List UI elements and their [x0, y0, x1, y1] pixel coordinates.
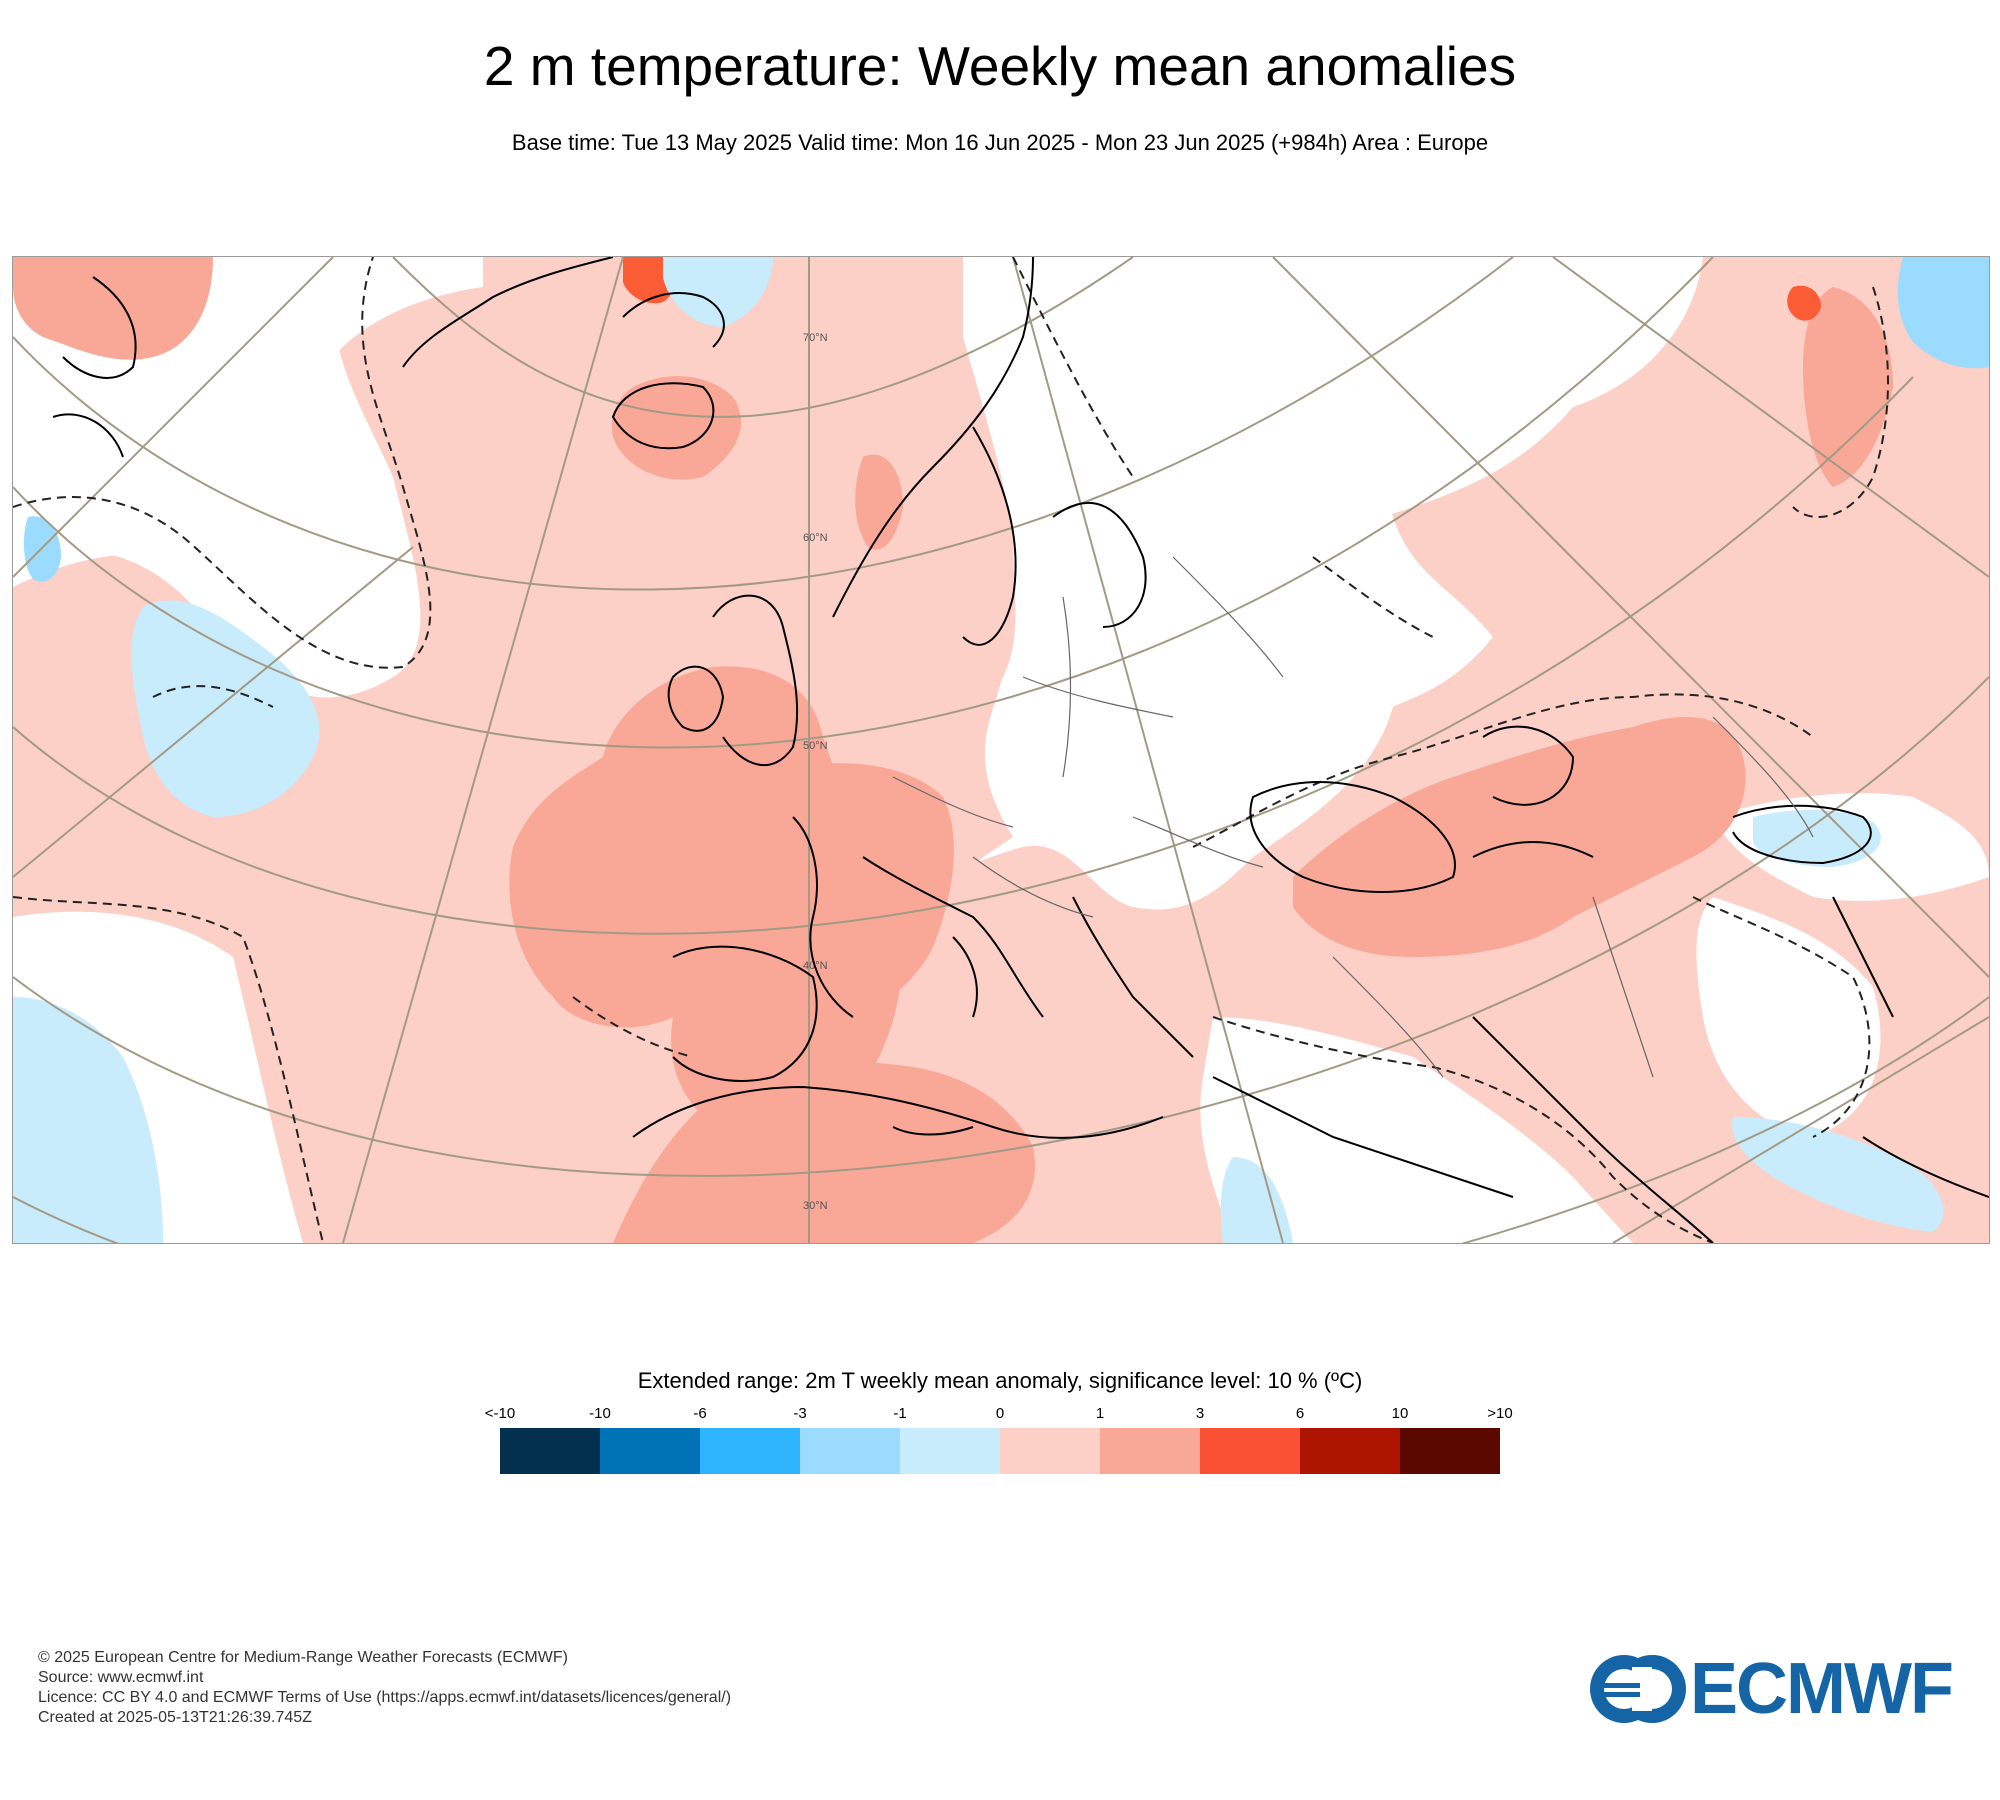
legend-tick: 6	[1295, 1405, 1305, 1422]
neutral-area-north-russia	[1303, 257, 1703, 517]
ecmwf-emblem-icon	[1590, 1655, 1688, 1723]
footer-credits: © 2025 European Centre for Medium-Range …	[38, 1648, 731, 1728]
legend-swatch	[1100, 1428, 1200, 1474]
country-borders	[892, 556, 1814, 1078]
cool-area-persian-gulf	[1732, 1117, 1944, 1232]
legend-swatch	[900, 1428, 1000, 1474]
legend-title: Extended range: 2m T weekly mean anomaly…	[637, 1368, 1363, 1393]
anomaly-map[interactable]: 70°N 60°N 50°N 40°N 30°N	[12, 256, 1990, 1244]
warm-area-greenland-west	[13, 257, 213, 360]
neutral-area-eastern-med	[1200, 1017, 1633, 1243]
legend-tick: 10	[1391, 1405, 1409, 1422]
neutral-area-north-scandinavia	[993, 257, 1244, 510]
footer-licence: Licence: CC BY 4.0 and ECMWF Terms of Us…	[38, 1689, 732, 1706]
cool-area-east-med	[1220, 1157, 1293, 1243]
legend-colorbar	[500, 1428, 1500, 1474]
graticule	[13, 257, 1989, 1243]
warm-area-iceland-uk	[611, 376, 742, 480]
legend-tick: -10	[589, 1405, 611, 1422]
warm-area-norway	[855, 454, 903, 550]
legend-ticks: <-10 -10 -6 -3 -1 0 1 3 6 10 >10	[485, 1405, 1513, 1425]
footer-source: Source: www.ecmwf.int	[38, 1669, 204, 1686]
coastlines	[52, 257, 1989, 1243]
legend-tick: -3	[793, 1405, 807, 1422]
cool-area-labrador-sea	[131, 600, 320, 817]
legend-tick: -6	[693, 1405, 707, 1422]
map-canvas: 70°N 60°N 50°N 40°N 30°N	[13, 257, 1989, 1243]
footer-copyright: © 2025 European Centre for Medium-Range …	[38, 1649, 568, 1666]
cool-area-arctic-east	[1897, 257, 1989, 369]
neutral-area-middle-east	[1696, 897, 1881, 1137]
lat-label-50: 50°N	[803, 740, 828, 752]
cool-area-white-sea	[663, 257, 773, 327]
page-subtitle: Base time: Tue 13 May 2025 Valid time: M…	[511, 130, 1489, 155]
ecmwf-logo[interactable]: ECMWF	[1588, 1653, 1960, 1725]
legend-tick: -1	[893, 1405, 907, 1422]
legend-swatch	[1300, 1428, 1400, 1474]
legend-tick: 1	[1095, 1405, 1105, 1422]
legend-swatch	[1400, 1428, 1500, 1474]
legend-tick: <-10	[484, 1405, 516, 1422]
lat-label-30: 30°N	[803, 1200, 828, 1212]
warm-area-anatolia-black-sea	[1293, 717, 1746, 957]
neutral-area-north-atlantic	[13, 257, 421, 698]
warm-area-ural	[1803, 287, 1893, 487]
cool-area-caspian	[1753, 810, 1881, 867]
significance-contours	[13, 257, 1889, 1243]
legend-swatch	[1200, 1428, 1300, 1474]
cool-area-atlantic-south	[13, 997, 163, 1243]
neutral-area-central-europe	[992, 677, 1133, 817]
warm-area-france	[793, 763, 954, 1017]
legend-swatch	[600, 1428, 700, 1474]
legend-swatch	[500, 1428, 600, 1474]
strong-warm-spot-ural	[1787, 285, 1821, 321]
legend-swatch	[1000, 1428, 1100, 1474]
logo-text: ECMWF	[1690, 1649, 1954, 1729]
cool-area-hudson	[23, 516, 61, 582]
footer-created: Created at 2025-05-13T21:26:39.745Z	[38, 1709, 312, 1726]
legend-tick: 3	[1195, 1405, 1205, 1422]
lat-label-70: 70°N	[803, 332, 828, 344]
legend-tick: >10	[1487, 1405, 1513, 1422]
warm-area-north-africa	[613, 1061, 1035, 1243]
legend-tick: 0	[995, 1405, 1005, 1422]
lat-label-60: 60°N	[803, 532, 828, 544]
legend-swatch	[800, 1428, 900, 1474]
legend-swatch	[700, 1428, 800, 1474]
page-title: 2 m temperature: Weekly mean anomalies	[483, 35, 1517, 97]
